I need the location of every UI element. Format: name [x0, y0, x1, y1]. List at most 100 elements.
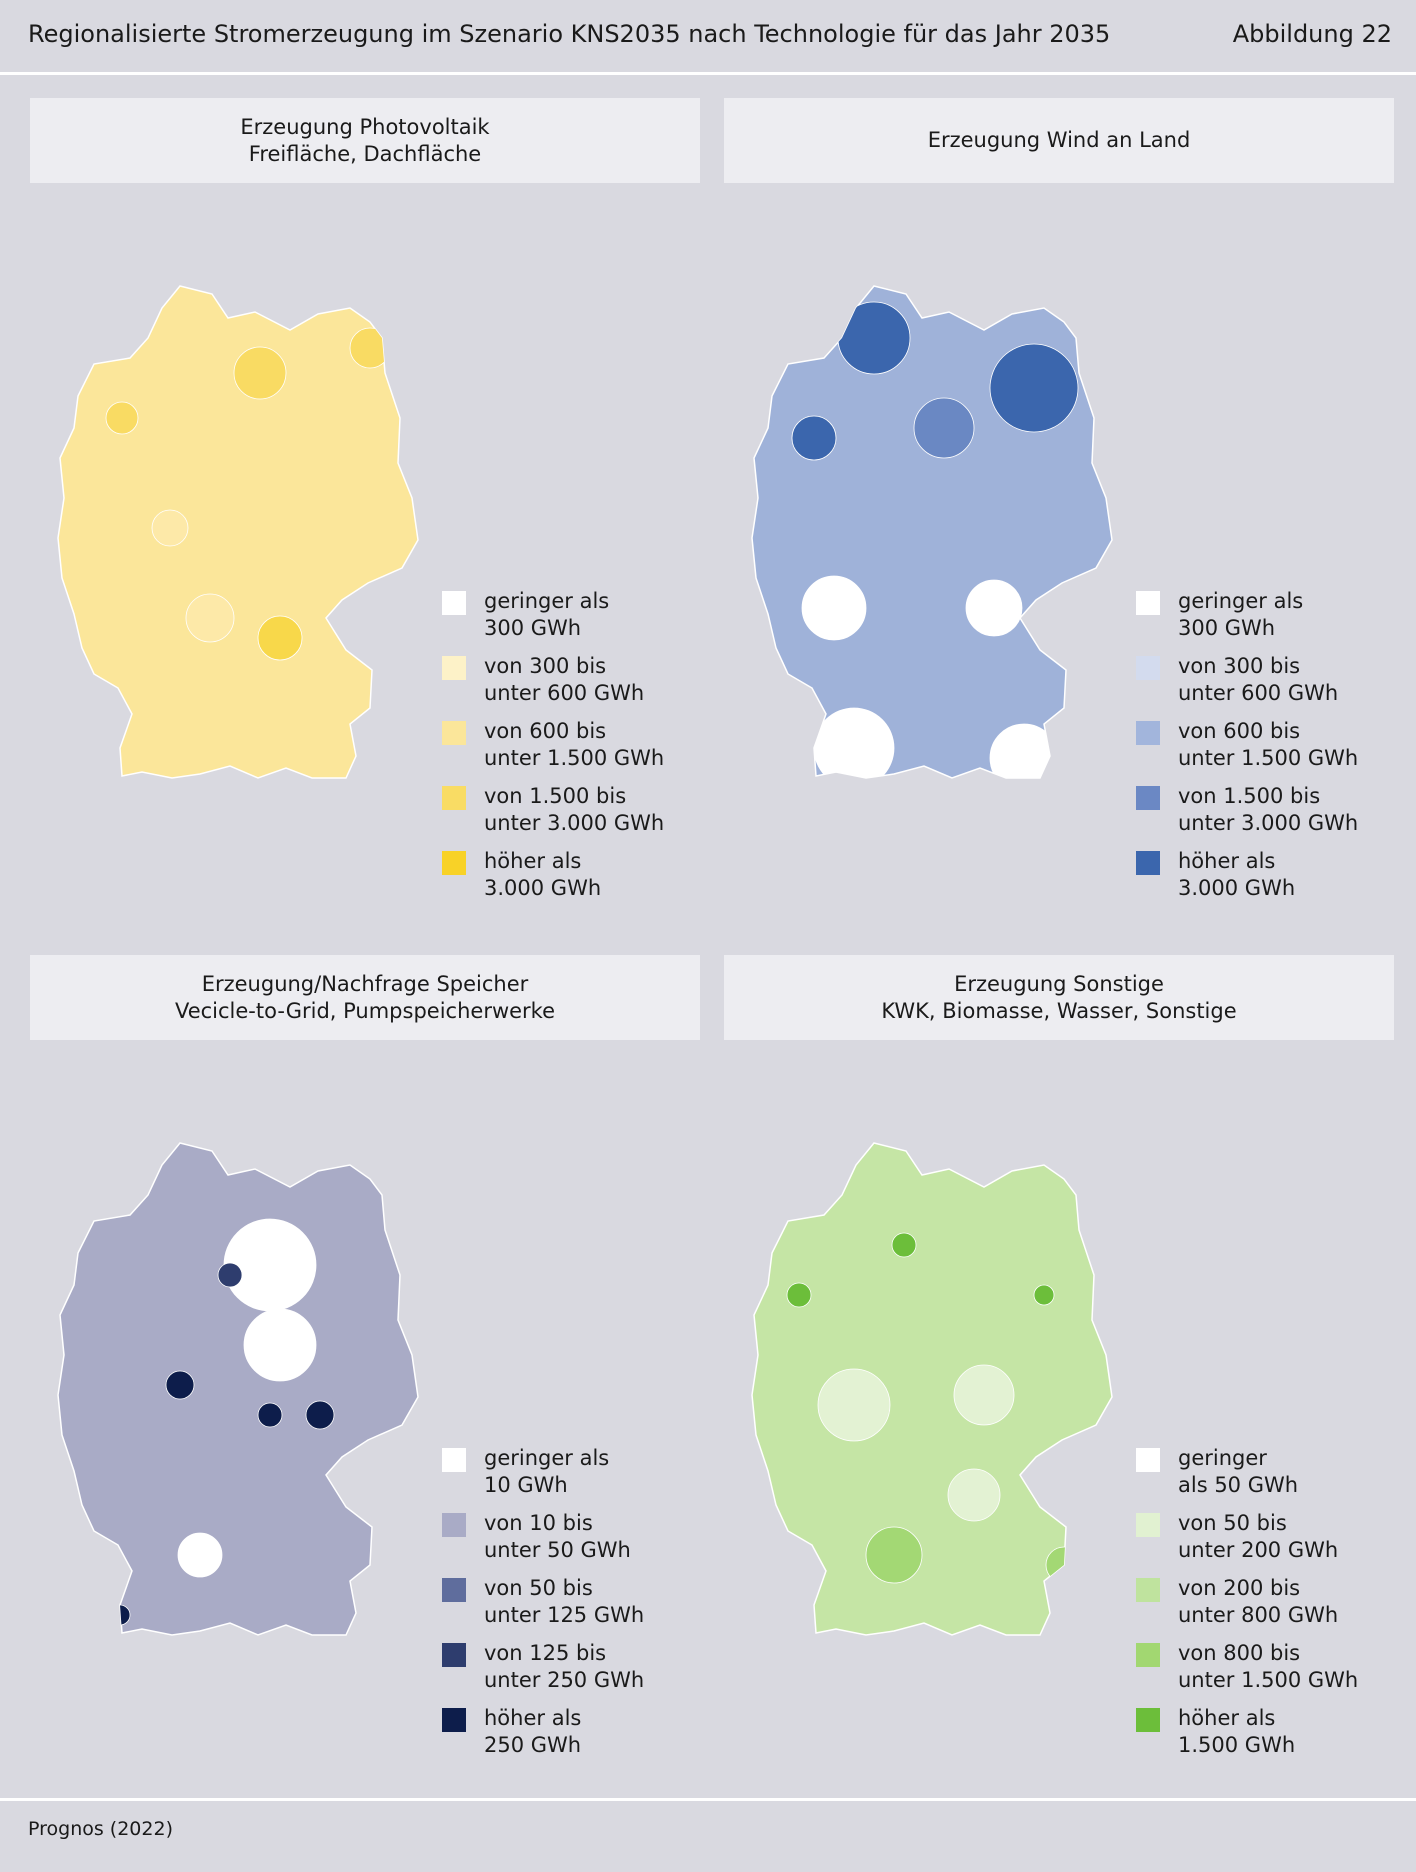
legend-swatch	[1136, 1513, 1160, 1537]
legend-label: 3.000 GWh	[1178, 876, 1296, 900]
legend-label: von 800 bis	[1178, 1641, 1301, 1665]
legend-label: von 600 bis	[484, 719, 607, 743]
region-cluster	[989, 343, 1079, 433]
germany-outline	[751, 1142, 1113, 1636]
legend-item: von 125 bis unter 250 GWh	[442, 1640, 692, 1705]
legend-label: von 125 bis	[484, 1641, 607, 1665]
legend-item: von 200 bis unter 800 GWh	[1136, 1575, 1386, 1640]
legend-label: geringer als	[484, 589, 610, 613]
panel-wind-an-land: Erzeugung Wind an Land geringer als 300 G…	[724, 98, 1394, 918]
germany-map	[751, 285, 1113, 779]
legend-label: von 1.500 bis	[1178, 784, 1321, 808]
region-cluster	[913, 397, 975, 459]
region-cluster	[837, 301, 911, 375]
panel-subtitle: KWK, Biomasse, Wasser, Sonstige	[881, 998, 1237, 1023]
legend-label: von 300 bis	[1178, 654, 1301, 678]
source-note: Prognos (2022)	[28, 1818, 173, 1840]
legend-label: von 50 bis	[1178, 1511, 1287, 1535]
panel-title: Erzeugung Photovoltaik	[240, 114, 490, 139]
legend-label: unter 250 GWh	[484, 1668, 645, 1692]
panel-sonstige: Erzeugung Sonstige KWK, Biomasse, Wasser…	[724, 955, 1394, 1775]
legend-swatch	[442, 1643, 466, 1667]
legend-swatch	[1136, 786, 1160, 810]
legend-item: höher als 250 GWh	[442, 1705, 692, 1770]
legend-label: unter 3.000 GWh	[1178, 811, 1359, 835]
legend-label: unter 800 GWh	[1178, 1603, 1339, 1627]
legend-swatch	[442, 721, 466, 745]
region-cluster	[953, 1364, 1015, 1426]
legend-item: von 10 bis unter 50 GWh	[442, 1510, 692, 1575]
panel-title: Erzeugung/Nachfrage Speicher	[201, 971, 529, 996]
legend-swatch	[1136, 1448, 1160, 1472]
legend-item: höher als 3.000 GWh	[1136, 848, 1386, 913]
region-cluster	[257, 1402, 283, 1428]
panel-title-box: Erzeugung Photovoltaik Freifläche, Dachf…	[30, 98, 700, 183]
legend-swatch	[442, 1513, 466, 1537]
germany-map	[57, 1142, 419, 1636]
legend-swatch	[1136, 591, 1160, 615]
legend-label: unter 600 GWh	[1178, 681, 1339, 705]
region-cluster	[217, 1262, 243, 1288]
legend-swatch	[442, 591, 466, 615]
region-cluster	[243, 1308, 317, 1382]
legend-item: von 800 bis unter 1.500 GWh	[1136, 1640, 1386, 1705]
legend: geringer als 300 GWh von 300 bis unter 600…	[442, 588, 692, 913]
figure-title: Regionalisierte Stromerzeugung im Szenar…	[28, 20, 1111, 48]
legend-label: unter 50 GWh	[484, 1538, 631, 1562]
figure-label: Abbildung 22	[1232, 20, 1392, 48]
panel-subtitle: Vecicle-to-Grid, Pumpspeicherwerke	[174, 998, 556, 1023]
germany-outline	[57, 1142, 419, 1636]
legend-label: von 300 bis	[484, 654, 607, 678]
legend-label: geringer	[1178, 1446, 1267, 1470]
legend-label: 250 GWh	[484, 1733, 582, 1757]
legend-item: geringer als 50 GWh	[1136, 1445, 1386, 1510]
legend-label: unter 1.500 GWh	[1178, 746, 1359, 770]
legend-swatch	[1136, 721, 1160, 745]
legend-label: 10 GWh	[484, 1473, 568, 1497]
legend-label: unter 1.500 GWh	[1178, 1668, 1359, 1692]
legend: geringer als 10 GWh von 10 bis unter 50 GW…	[442, 1445, 692, 1770]
legend-label: unter 600 GWh	[484, 681, 645, 705]
legend-item: von 50 bis unter 125 GWh	[442, 1575, 692, 1640]
legend-label: höher als	[484, 1706, 582, 1730]
region-cluster	[185, 593, 235, 643]
region-cluster	[965, 579, 1023, 637]
legend-item: höher als 1.500 GWh	[1136, 1705, 1386, 1770]
legend-item: geringer als 10 GWh	[442, 1445, 692, 1510]
region-cluster	[989, 723, 1059, 778]
region-cluster	[817, 1368, 891, 1442]
region-cluster	[165, 1370, 195, 1400]
legend-label: höher als	[484, 849, 582, 873]
legend-item: von 50 bis unter 200 GWh	[1136, 1510, 1386, 1575]
region-cluster	[177, 1532, 223, 1578]
region-cluster	[257, 615, 303, 661]
legend: geringer als 300 GWh von 300 bis unter 600…	[1136, 588, 1386, 913]
germany-map	[57, 285, 419, 779]
top-divider	[0, 72, 1416, 75]
legend-swatch	[442, 786, 466, 810]
region-cluster	[1033, 1284, 1055, 1306]
legend-item: geringer als 300 GWh	[442, 588, 692, 653]
legend-swatch	[442, 1448, 466, 1472]
legend-swatch	[1136, 1643, 1160, 1667]
panel-subtitle: Freifläche, Dachfläche	[248, 141, 482, 166]
legend-item: von 1.500 bis unter 3.000 GWh	[1136, 783, 1386, 848]
panel-title: Erzeugung Sonstige	[954, 971, 1164, 996]
region-cluster	[223, 1218, 317, 1312]
panel-title: Erzeugung Wind an Land	[927, 128, 1191, 152]
legend-label: von 200 bis	[1178, 1576, 1301, 1600]
legend-label: geringer als	[484, 1446, 610, 1470]
legend-label: unter 1.500 GWh	[484, 746, 665, 770]
legend-item: von 300 bis unter 600 GWh	[1136, 653, 1386, 718]
germany-map	[751, 1142, 1113, 1636]
legend-swatch	[442, 851, 466, 875]
legend-swatch	[1136, 1708, 1160, 1732]
region-cluster	[1045, 1546, 1083, 1584]
legend-label: als 50 GWh	[1178, 1473, 1299, 1497]
legend-label: 3.000 GWh	[484, 876, 602, 900]
panel-photovoltaik: Erzeugung Photovoltaik Freifläche, Dachf…	[30, 98, 700, 918]
legend-item: geringer als 300 GWh	[1136, 588, 1386, 653]
legend-label: von 1.500 bis	[484, 784, 627, 808]
legend-label: 1.500 GWh	[1178, 1733, 1296, 1757]
legend-label: unter 125 GWh	[484, 1603, 645, 1627]
